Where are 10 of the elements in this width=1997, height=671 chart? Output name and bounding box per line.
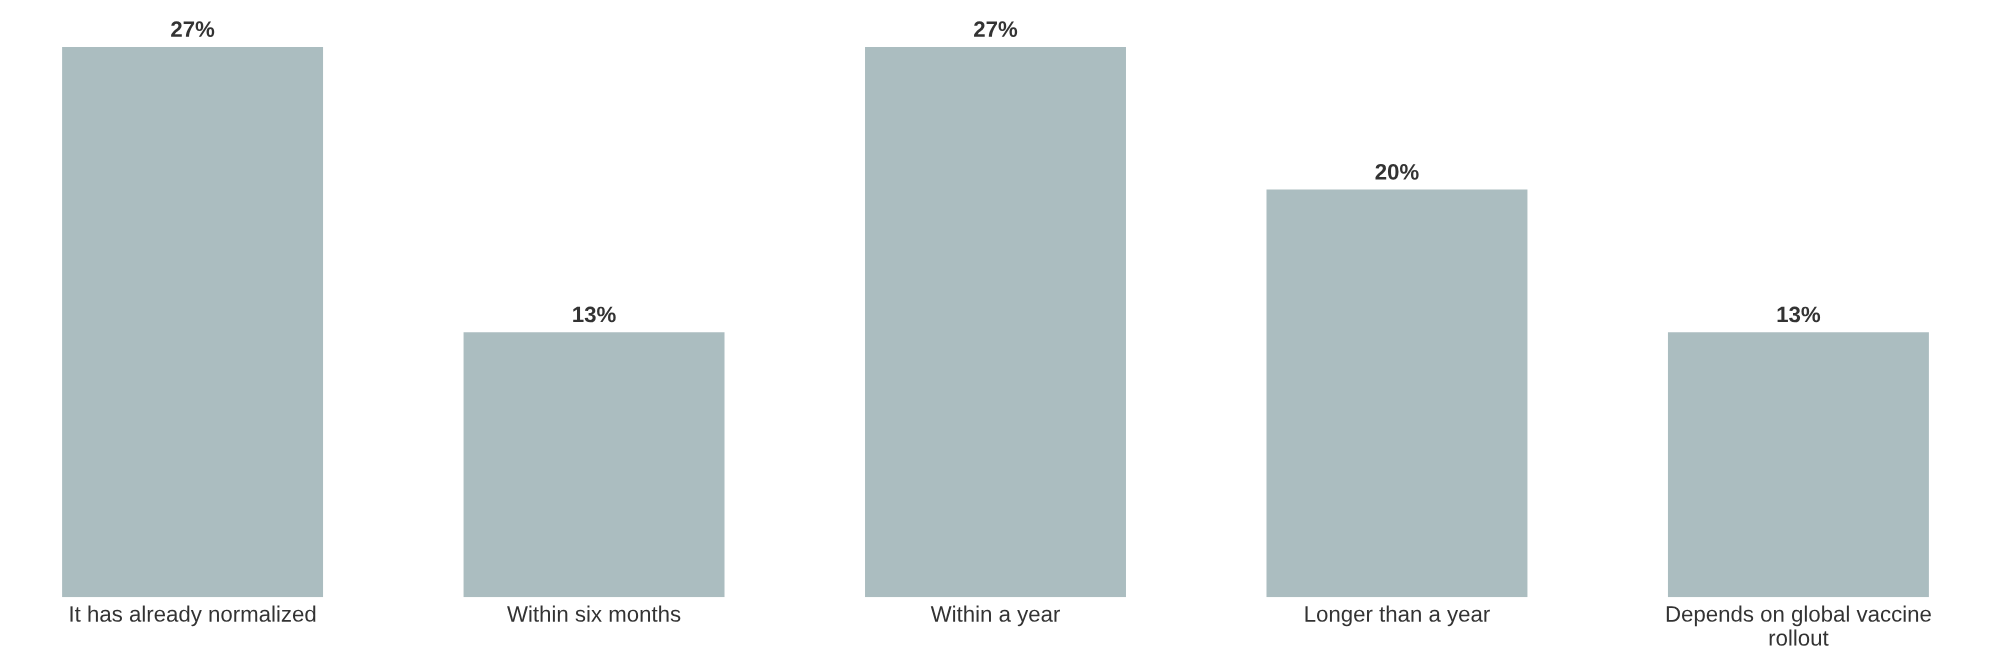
x-tick-label: It has already normalized [70, 605, 316, 627]
data-label: 27% [974, 21, 1018, 37]
x-tick-label: Within a year [930, 605, 1060, 627]
x-tick-label: Depends on global vaccine rollout [1666, 605, 1931, 646]
data-label: 20% [1375, 163, 1419, 180]
data-label: 13% [1777, 306, 1821, 323]
x-tick-label: Longer than a year [1305, 605, 1490, 627]
data-label: 27% [171, 21, 215, 37]
x-tick-label: Within six months [507, 605, 681, 622]
data-label: 13% [573, 306, 616, 323]
